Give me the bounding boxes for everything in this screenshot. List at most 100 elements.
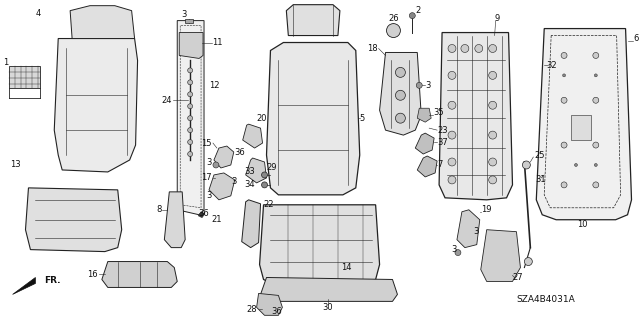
Polygon shape	[257, 293, 282, 315]
Polygon shape	[13, 278, 35, 294]
Text: 31: 31	[535, 175, 545, 184]
Text: 10: 10	[577, 220, 587, 229]
Circle shape	[396, 113, 405, 123]
Text: 15: 15	[202, 138, 212, 148]
Text: 5: 5	[360, 114, 365, 123]
Circle shape	[410, 13, 415, 19]
Circle shape	[489, 101, 497, 109]
Text: 37: 37	[437, 137, 448, 146]
Polygon shape	[439, 33, 513, 200]
Circle shape	[561, 97, 567, 103]
Circle shape	[188, 128, 193, 133]
Polygon shape	[198, 212, 205, 218]
Circle shape	[561, 52, 567, 58]
Text: 3: 3	[425, 81, 431, 90]
Text: 28: 28	[246, 305, 257, 314]
Circle shape	[461, 45, 469, 52]
Circle shape	[593, 182, 599, 188]
Polygon shape	[260, 278, 397, 301]
Circle shape	[489, 71, 497, 79]
Text: 1: 1	[3, 58, 8, 67]
Text: 11: 11	[212, 38, 223, 47]
Text: 26: 26	[388, 14, 399, 23]
Polygon shape	[260, 205, 380, 289]
Polygon shape	[185, 19, 193, 23]
Circle shape	[188, 104, 193, 109]
Polygon shape	[571, 115, 591, 140]
Text: 29: 29	[266, 163, 277, 173]
Circle shape	[396, 67, 405, 78]
Circle shape	[448, 131, 456, 139]
Text: 20: 20	[257, 114, 267, 123]
Circle shape	[489, 158, 497, 166]
Polygon shape	[214, 146, 234, 168]
Circle shape	[387, 24, 401, 38]
Polygon shape	[179, 33, 203, 58]
Circle shape	[188, 68, 193, 73]
Circle shape	[448, 176, 456, 184]
Polygon shape	[8, 66, 40, 88]
Circle shape	[448, 101, 456, 109]
Text: 24: 24	[162, 96, 172, 105]
Polygon shape	[102, 262, 177, 287]
Polygon shape	[164, 192, 185, 248]
Text: 27: 27	[513, 273, 523, 282]
Circle shape	[575, 163, 577, 167]
Polygon shape	[177, 21, 204, 215]
Circle shape	[524, 257, 532, 265]
Text: 2: 2	[415, 6, 420, 15]
Text: 7: 7	[437, 160, 442, 169]
Circle shape	[595, 163, 597, 167]
Circle shape	[188, 140, 193, 145]
Text: 3: 3	[207, 191, 212, 200]
Polygon shape	[457, 210, 480, 248]
Polygon shape	[70, 6, 134, 39]
Circle shape	[593, 97, 599, 103]
Text: 33: 33	[244, 167, 255, 176]
Text: 6: 6	[634, 34, 639, 43]
Text: 3: 3	[451, 245, 457, 254]
Polygon shape	[243, 124, 262, 148]
Text: 34: 34	[244, 180, 255, 189]
Circle shape	[262, 172, 268, 178]
Circle shape	[563, 74, 566, 77]
Circle shape	[593, 52, 599, 58]
Text: 12: 12	[209, 81, 220, 90]
Text: 21: 21	[212, 215, 222, 224]
Polygon shape	[266, 42, 360, 195]
Circle shape	[448, 45, 456, 52]
Text: SZA4B4031A: SZA4B4031A	[516, 295, 575, 304]
Text: 4: 4	[36, 9, 41, 18]
Text: 36: 36	[235, 147, 246, 157]
Text: 19: 19	[481, 205, 492, 214]
Text: 35: 35	[433, 108, 444, 117]
Circle shape	[213, 162, 219, 168]
Text: 14: 14	[340, 263, 351, 272]
Polygon shape	[26, 188, 122, 252]
Text: 36: 36	[271, 307, 282, 316]
Circle shape	[522, 161, 531, 169]
Circle shape	[416, 82, 422, 88]
Text: 3: 3	[474, 227, 479, 236]
Polygon shape	[417, 108, 431, 122]
Circle shape	[188, 116, 193, 121]
Circle shape	[262, 182, 268, 188]
Polygon shape	[242, 200, 260, 248]
Text: 36: 36	[198, 209, 209, 218]
Text: 3: 3	[182, 10, 187, 19]
Circle shape	[595, 74, 597, 77]
Polygon shape	[54, 39, 138, 172]
Text: FR.: FR.	[44, 276, 61, 285]
Polygon shape	[286, 5, 340, 35]
Text: 13: 13	[10, 160, 21, 169]
Circle shape	[188, 152, 193, 157]
Text: 16: 16	[87, 270, 98, 279]
Text: 25: 25	[534, 151, 545, 160]
Text: 30: 30	[323, 303, 333, 312]
Polygon shape	[415, 133, 434, 154]
Circle shape	[561, 142, 567, 148]
Text: 23: 23	[437, 126, 448, 135]
Circle shape	[188, 80, 193, 85]
Text: 32: 32	[546, 61, 557, 70]
Circle shape	[561, 182, 567, 188]
